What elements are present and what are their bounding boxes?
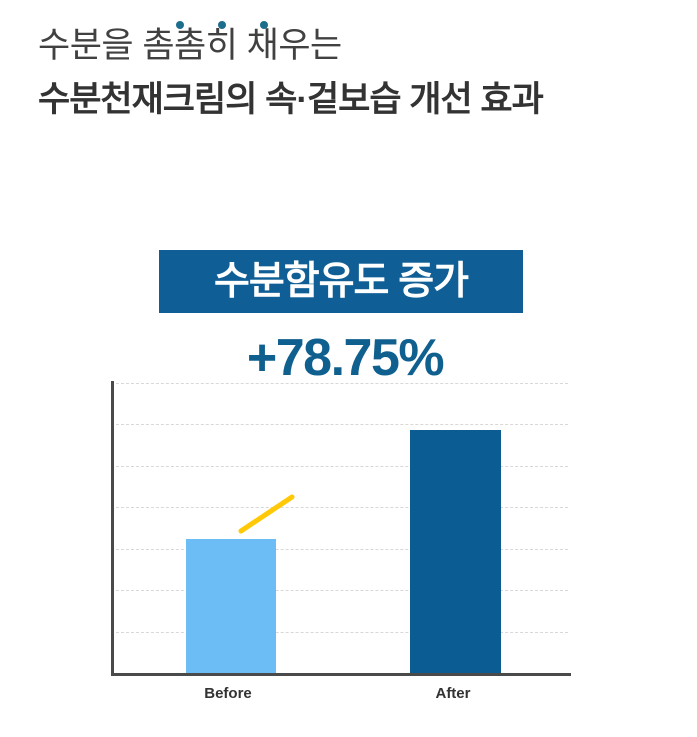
heading-line-1: 수분을 촘촘히 채우는 <box>38 20 678 72</box>
axis-label-after: After <box>435 685 471 702</box>
emphasis-dot-icon <box>218 21 226 29</box>
chart-gridline <box>111 549 568 550</box>
delta-value: +78.75% <box>246 329 445 387</box>
axis-label-before: Before <box>204 685 252 702</box>
heading-line-2: 수분천재크림의 속·겉보습 개선 효과 <box>38 80 544 119</box>
chart-plot-area <box>111 382 571 676</box>
heading-line-1-text: 수분을 촘촘히 채우는 <box>38 26 342 65</box>
bar-after <box>410 430 501 676</box>
chart-gridline <box>111 383 568 384</box>
chart-gridline <box>111 632 568 633</box>
chart-gridline <box>111 466 568 467</box>
chart-x-axis <box>111 673 571 676</box>
chart-y-axis <box>111 381 114 676</box>
bar-before <box>186 538 276 676</box>
metric-banner-label: 수분함유도 증가 <box>214 260 469 303</box>
emphasis-dot-icon <box>176 21 184 29</box>
chart-gridline <box>111 424 568 425</box>
chart-gridline <box>111 590 568 591</box>
emphasis-dots-group <box>176 21 288 33</box>
chart-gridline <box>111 507 568 508</box>
heading-block: 수분을 촘촘히 채우는 수분천재크림의 속·겉보습 개선 효과 <box>38 20 678 128</box>
emphasis-dot-icon <box>260 21 268 29</box>
metric-banner: 수분함유도 증가 <box>159 250 523 313</box>
